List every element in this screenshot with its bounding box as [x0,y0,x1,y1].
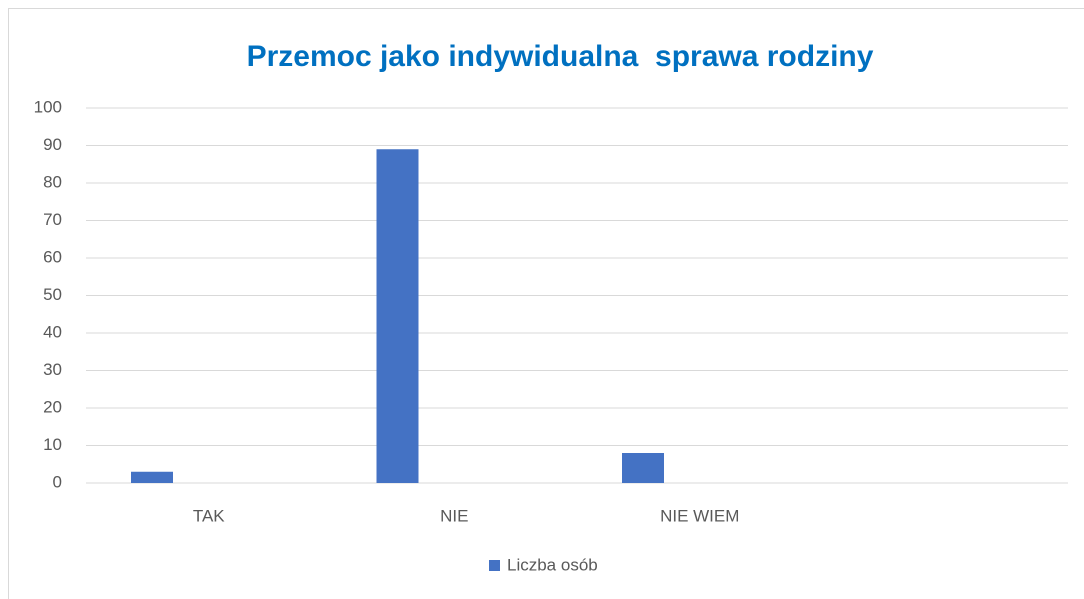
legend-swatch [489,560,500,571]
y-tick-label: 10 [43,435,62,454]
y-tick-label: 40 [43,322,62,341]
x-tick-label: NIE [440,506,468,525]
x-tick-label: TAK [193,506,225,525]
y-tick-label: 50 [43,285,62,304]
y-tick-label: 20 [43,397,62,416]
y-tick-label: 100 [34,97,62,116]
y-tick-label: 0 [53,472,62,491]
y-tick-label: 90 [43,135,62,154]
chart-frame [8,8,1084,599]
bar [622,453,664,483]
y-tick-label: 70 [43,210,62,229]
x-tick-label: NIE WIEM [660,506,739,525]
bar [131,471,173,483]
y-tick-label: 80 [43,172,62,191]
bar [376,149,419,483]
y-tick-label: 30 [43,360,62,379]
y-tick-label: 60 [43,247,62,266]
chart-title: Przemoc jako indywidualna sprawa rodziny [247,40,874,73]
legend-label: Liczba osób [507,555,598,574]
